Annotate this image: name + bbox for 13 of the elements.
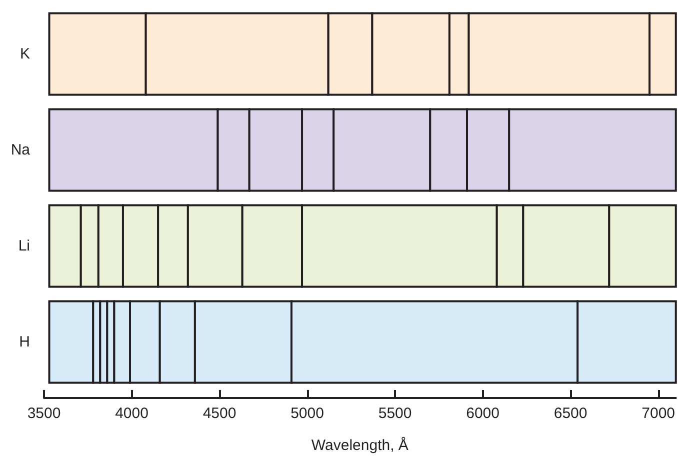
x-tick-label: 3500 — [27, 405, 61, 422]
x-tick-label: 5500 — [378, 405, 412, 422]
x-tick-label: 4000 — [115, 405, 148, 422]
y-tick-label: H — [19, 334, 30, 350]
x-tick-label: 7000 — [642, 405, 676, 422]
y-tick-label: K — [20, 46, 30, 62]
x-tick-label: 6000 — [466, 405, 500, 422]
y-tick-label: Li — [18, 238, 30, 254]
y-tick-label: Na — [10, 142, 31, 158]
x-tick-label: 4500 — [202, 405, 236, 422]
x-axis-title: Wavelength, Å — [311, 436, 408, 454]
x-tick-label: 6500 — [554, 405, 588, 422]
x-tick-label: 5000 — [290, 405, 324, 422]
